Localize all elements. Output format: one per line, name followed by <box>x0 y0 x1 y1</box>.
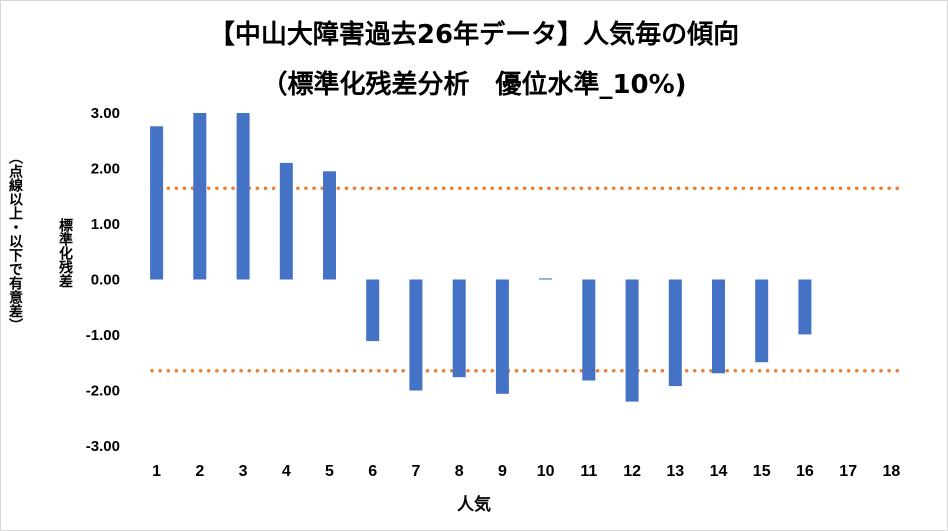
bar-9 <box>495 279 509 394</box>
x-tick-label: 18 <box>883 463 901 480</box>
x-axis-label: 人気 <box>457 495 491 515</box>
x-tick-label: 15 <box>753 463 771 480</box>
x-tick-label: 3 <box>239 463 248 480</box>
x-tick-label: 8 <box>455 463 464 480</box>
bar-3 <box>236 113 250 280</box>
y-tick-label: -2.00 <box>86 383 120 400</box>
bars <box>150 113 812 402</box>
y-tick-label: 1.00 <box>91 216 120 233</box>
x-tick-label: 17 <box>839 463 857 480</box>
x-tick-label: 10 <box>537 463 555 480</box>
x-tick-label: 2 <box>195 463 204 480</box>
x-tick-label: 4 <box>282 463 291 480</box>
x-tick-labels: 1 2 3 4 5 6 7 8 9 10 11 12 13 14 15 16 17 18 <box>152 463 900 480</box>
x-tick-label: 13 <box>666 463 684 480</box>
y-tick-label: 2.00 <box>91 161 120 178</box>
x-tick-label: 14 <box>710 463 728 480</box>
bar-8 <box>452 279 466 378</box>
chart-title: 【中山大障害過去26年データ】人気毎の傾向 <box>208 20 740 50</box>
bar-5 <box>323 171 336 280</box>
y-axis-label: 標準化残差 <box>57 218 73 288</box>
bar-11 <box>582 279 596 381</box>
bar-6 <box>366 279 380 342</box>
y-tick-labels: 3.00 2.00 1.00 0.00 -1.00 -2.00 -3.00 <box>86 105 120 455</box>
x-tick-label: 9 <box>498 463 507 480</box>
bar-10 <box>539 278 553 280</box>
x-tick-label: 5 <box>325 463 334 480</box>
y-tick-label: 3.00 <box>91 105 120 122</box>
y-tick-label: -1.00 <box>86 327 120 344</box>
x-tick-label: 1 <box>152 463 161 480</box>
reference-lines <box>150 186 904 373</box>
x-tick-label: 16 <box>796 463 814 480</box>
y-tick-label: -3.00 <box>86 438 120 455</box>
bar-16 <box>798 279 812 335</box>
x-tick-label: 12 <box>623 463 641 480</box>
x-tick-label: 6 <box>368 463 377 480</box>
x-tick-label: 11 <box>580 463 597 480</box>
x-tick-label: 7 <box>411 463 420 480</box>
bar-2 <box>193 113 207 280</box>
bar-1 <box>150 126 164 280</box>
chart-subtitle: （標準化残差分析 優位水準_10%) <box>261 70 687 100</box>
y-axis-note: （点線以上・以下で有意差） <box>7 150 23 332</box>
bar-12 <box>625 279 639 402</box>
bar-14 <box>712 279 725 374</box>
bar-15 <box>755 279 769 363</box>
bar-13 <box>668 279 682 387</box>
y-tick-label: 0.00 <box>91 272 120 289</box>
bar-4 <box>279 162 293 280</box>
bar-7 <box>409 279 423 391</box>
